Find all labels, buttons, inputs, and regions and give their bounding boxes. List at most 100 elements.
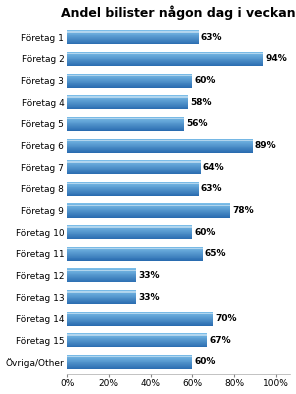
Bar	[67, 254, 203, 255]
Bar	[67, 211, 230, 212]
Text: 89%: 89%	[255, 141, 276, 150]
Bar	[67, 128, 184, 129]
Bar	[67, 234, 192, 235]
Bar	[67, 74, 192, 75]
Bar	[67, 108, 188, 109]
Bar	[67, 292, 136, 293]
Bar	[67, 256, 203, 257]
Bar	[67, 363, 192, 364]
Text: 63%: 63%	[201, 33, 222, 42]
Bar	[67, 339, 207, 340]
Bar	[67, 228, 192, 229]
Text: 33%: 33%	[138, 293, 160, 301]
Bar	[67, 195, 199, 196]
Bar	[67, 366, 192, 367]
Bar	[67, 274, 136, 275]
Bar	[67, 96, 188, 97]
Bar	[67, 102, 188, 103]
Bar	[67, 319, 213, 320]
Bar	[67, 251, 203, 252]
Bar	[67, 126, 184, 127]
Text: 65%: 65%	[205, 249, 226, 258]
Bar	[67, 35, 199, 36]
Bar	[67, 324, 213, 325]
Bar	[67, 34, 199, 35]
Bar	[67, 260, 203, 261]
Bar	[67, 170, 201, 171]
Text: 33%: 33%	[138, 271, 160, 280]
Bar	[67, 97, 188, 98]
Bar	[67, 361, 192, 362]
Bar	[67, 315, 213, 316]
Bar	[67, 252, 203, 253]
Bar	[67, 187, 199, 188]
Bar	[67, 186, 199, 187]
Bar	[67, 30, 199, 31]
Bar	[67, 149, 253, 150]
Bar	[67, 206, 230, 207]
Bar	[67, 325, 213, 326]
Bar	[67, 278, 136, 279]
Bar	[67, 271, 136, 272]
Bar	[67, 236, 192, 237]
Bar	[67, 276, 136, 277]
Bar	[67, 167, 201, 168]
Bar	[67, 53, 263, 54]
Text: 58%: 58%	[190, 98, 212, 107]
Bar	[67, 103, 188, 104]
Bar	[67, 291, 136, 292]
Bar	[67, 347, 207, 348]
Bar	[67, 272, 136, 273]
Bar	[67, 64, 263, 65]
Bar	[67, 38, 199, 39]
Bar	[67, 101, 188, 102]
Bar	[67, 147, 253, 148]
Bar	[67, 216, 230, 217]
Bar	[67, 365, 192, 366]
Bar	[67, 356, 192, 357]
Bar	[67, 205, 230, 206]
Bar	[67, 214, 230, 215]
Bar	[67, 120, 184, 121]
Bar	[67, 83, 192, 84]
Bar	[67, 129, 184, 130]
Bar	[67, 56, 263, 57]
Bar	[67, 52, 263, 53]
Bar	[67, 293, 136, 294]
Bar	[67, 151, 253, 152]
Bar	[67, 75, 192, 76]
Bar	[67, 77, 192, 78]
Bar	[67, 78, 192, 79]
Bar	[67, 32, 199, 33]
Bar	[67, 321, 213, 322]
Bar	[67, 226, 192, 227]
Bar	[67, 163, 201, 164]
Bar	[67, 215, 230, 216]
Bar	[67, 253, 203, 254]
Bar	[67, 337, 207, 338]
Bar	[67, 248, 203, 249]
Bar	[67, 204, 230, 205]
Bar	[67, 229, 192, 230]
Bar	[67, 207, 230, 208]
Bar	[67, 312, 213, 313]
Bar	[67, 161, 201, 162]
Bar	[67, 44, 199, 45]
Bar	[67, 334, 207, 335]
Bar	[67, 231, 192, 232]
Bar	[67, 257, 203, 258]
Bar	[67, 323, 213, 324]
Bar	[67, 367, 192, 368]
Bar	[67, 40, 199, 41]
Bar	[67, 291, 136, 293]
Bar	[67, 277, 136, 278]
Text: 60%: 60%	[194, 76, 216, 85]
Bar	[67, 290, 136, 291]
Bar	[67, 106, 188, 107]
Bar	[67, 82, 192, 83]
Text: 60%: 60%	[194, 357, 216, 366]
Bar	[67, 250, 203, 251]
Text: 64%: 64%	[203, 163, 224, 172]
Bar	[67, 119, 184, 120]
Bar	[67, 191, 199, 192]
